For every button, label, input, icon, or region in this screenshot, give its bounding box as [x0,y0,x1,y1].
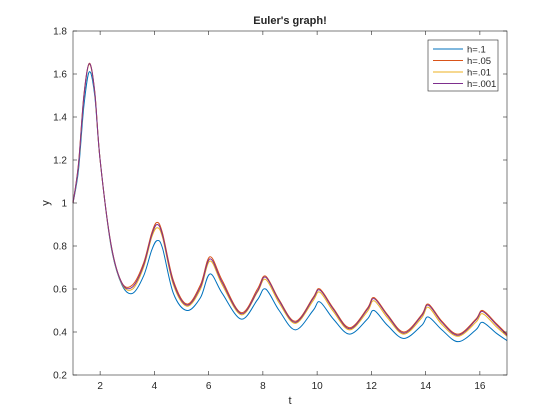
x-tick-label: 14 [420,381,432,392]
y-tick-label: 1.6 [53,70,67,81]
x-tick-label: 10 [312,381,324,392]
y-axis: 0.2 0.4 0.6 0.8 1 1.2 1.4 1.6 1.8 [53,27,507,382]
y-tick-label: 0.2 [53,371,67,382]
y-tick-label: 1.8 [53,27,67,38]
x-tick-label: 2 [97,381,103,392]
legend-label: h=.1 [467,45,486,56]
y-tick-label: 1.2 [53,156,67,167]
x-tick-label: 12 [366,381,378,392]
x-axis: 2 4 6 8 10 12 14 16 [97,31,486,392]
y-tick-label: 1 [61,199,67,210]
x-axis-label: t [288,395,291,407]
y-tick-label: 0.4 [53,328,67,339]
series-group [72,62,508,343]
x-tick-label: 16 [474,381,486,392]
y-tick-label: 1.4 [53,113,67,124]
legend-label: h=.05 [467,56,491,67]
legend-label: h=.001 [467,79,496,90]
legend: h=.1h=.05h=.01h=.001 [427,39,499,92]
series-line-4 [72,63,508,336]
legend-label: h=.01 [467,68,491,79]
chart-title: Euler's graph! [253,15,327,27]
y-tick-label: 0.8 [53,242,67,253]
y-tick-label: 0.6 [53,285,67,296]
y-axis-label: y [40,200,52,206]
x-tick-label: 6 [206,381,212,392]
x-tick-label: 4 [152,381,158,392]
x-tick-label: 8 [260,381,266,392]
